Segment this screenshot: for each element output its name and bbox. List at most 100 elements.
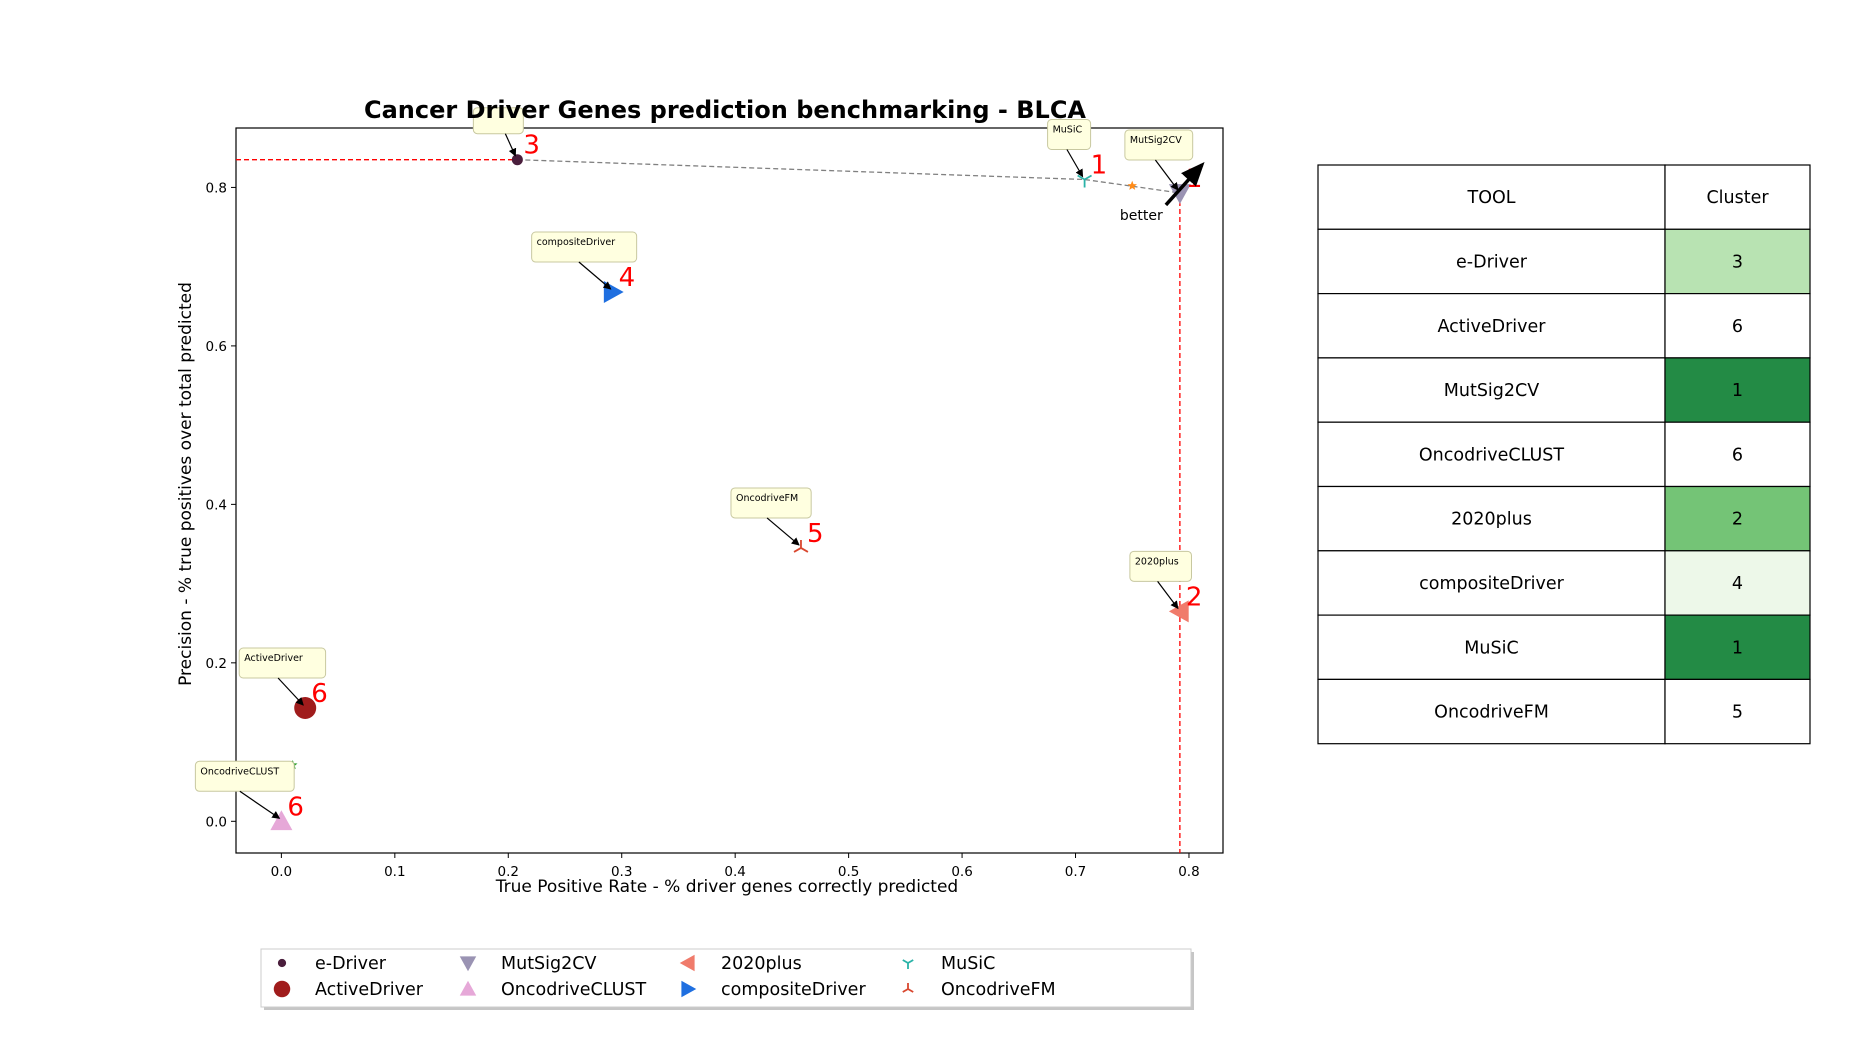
- table-cluster-value: 6: [1732, 317, 1743, 337]
- cluster-number-activedriver: 6: [311, 679, 328, 709]
- x-tick-label: 0.4: [724, 864, 745, 880]
- legend-marker-activedriver: [273, 980, 291, 998]
- annotation-arrow-activedriver: [277, 677, 304, 706]
- table-cluster-cell: [1664, 421, 1811, 488]
- annotation-arrow-oncodriveclust: [239, 790, 281, 819]
- reference-star-point: [1127, 180, 1137, 190]
- y-tick-label: 0.4: [206, 497, 227, 513]
- legend-label-e-driver: e-Driver: [315, 954, 387, 974]
- table-tool-name: compositeDriver: [1419, 574, 1564, 594]
- table-cluster-value: 4: [1732, 574, 1743, 594]
- annotation-box-oncodriveclust: [194, 760, 295, 792]
- x-tick-label: 0.2: [498, 864, 519, 880]
- table-cluster-cell: [1664, 357, 1811, 423]
- x-tick-label: 0.6: [951, 864, 972, 880]
- legend-label-activedriver: ActiveDriver: [315, 980, 424, 1000]
- point-music: [1077, 174, 1092, 188]
- legend-marker-e-driver: [277, 958, 287, 968]
- table-tool-name: e-Driver: [1456, 252, 1528, 272]
- annotation-box-oncodrivefm: [730, 487, 812, 519]
- table-tool-cell: [1317, 293, 1666, 359]
- y-tick-label: 0.8: [206, 180, 227, 196]
- plot-content: [236, 154, 1191, 853]
- table-header-cluster: Cluster: [1706, 188, 1769, 208]
- legend-label-mutsig2cv: MutSig2CV: [501, 954, 596, 974]
- point-e-driver: [511, 154, 523, 166]
- point-2020plus: [1168, 600, 1189, 623]
- annotation-label-music: MuSiC: [1053, 125, 1083, 136]
- annotation-box-2020plus: [1129, 550, 1192, 582]
- x-tick-label: 0.8: [1178, 864, 1199, 880]
- legend-label-music: MuSiC: [941, 954, 995, 974]
- annotation-label-2020plus: 2020plus: [1135, 556, 1179, 567]
- table-tool-name: ActiveDriver: [1438, 317, 1547, 337]
- x-tick-label: 0.5: [838, 864, 859, 880]
- better-label: better: [1120, 208, 1163, 224]
- table-cluster-value: 5: [1732, 703, 1743, 723]
- legend-box: [260, 948, 1192, 1008]
- chart-title: Cancer Driver Genes prediction benchmark…: [364, 96, 1086, 124]
- table-header-tool-cell: [1317, 164, 1666, 230]
- annotation-arrow-music: [1066, 149, 1084, 178]
- legend-label-compositedriver: compositeDriver: [721, 980, 866, 1000]
- cluster-number-oncodriveclust: 6: [287, 792, 304, 822]
- y-axis-title: Precision - % true positives over total …: [176, 282, 196, 686]
- annotation-label-oncodrivefm: OncodriveFM: [736, 493, 798, 504]
- table-tool-name: MuSiC: [1464, 638, 1518, 658]
- point-oncodrivefm: [793, 539, 809, 553]
- legend-marker-compositedriver: [681, 980, 697, 998]
- x-tick-label: 0.7: [1065, 864, 1086, 880]
- table-header-cluster-cell: [1664, 164, 1811, 230]
- table-tool-name: OncodriveCLUST: [1419, 445, 1564, 465]
- table-tool-name: MutSig2CV: [1444, 381, 1539, 401]
- annotation-box-mutsig2cv: [1124, 129, 1194, 161]
- y-tick-label: 0.0: [206, 814, 227, 830]
- table-cluster-value: 6: [1732, 445, 1743, 465]
- table-tool-cell: [1317, 357, 1666, 423]
- legend-marker-oncodrivefm: [902, 983, 914, 993]
- table-cluster-value: 1: [1732, 381, 1743, 401]
- cluster-number-2020plus: 2: [1186, 582, 1203, 612]
- annotation-arrow-mutsig2cv: [1154, 159, 1179, 191]
- y-tick-label: 0.6: [206, 339, 227, 355]
- legend-marker-music: [902, 959, 914, 969]
- legend-label-oncodrivefm: OncodriveFM: [941, 980, 1056, 1000]
- annotation-arrow-compositedriver: [578, 261, 612, 290]
- annotation-arrow-e-driver: [504, 133, 517, 157]
- annotation-label-compositedriver: compositeDriver: [537, 237, 616, 248]
- legend-label-oncodriveclust: OncodriveCLUST: [501, 980, 646, 1000]
- x-tick-label: 0.3: [611, 864, 632, 880]
- y-tick-label: 0.2: [206, 656, 227, 672]
- annotation-box-music: [1047, 119, 1092, 151]
- table-tool-cell: [1317, 678, 1666, 745]
- plot-area: 0.0 0.1 0.2 0.3 0.4 0.5 0.6 0.7 0.8 0.0 0.2 0.4 0.6 0…: [194, 107, 1224, 880]
- cluster-number-oncodrivefm: 5: [807, 519, 824, 549]
- annotation-box-activedriver: [238, 647, 327, 679]
- cluster-table: TOOL Cluster e-Driver 3 ActiveDriver 6 MutSig2…: [1317, 164, 1811, 745]
- table-tool-cell: [1317, 421, 1666, 488]
- table-cluster-value: 3: [1732, 252, 1743, 272]
- table-tool-name: OncodriveFM: [1434, 703, 1549, 723]
- table-cluster-cell: [1664, 228, 1811, 295]
- legend: e-Driver ActiveDriver MutSig2CV OncodriveCL…: [260, 948, 1194, 1010]
- annotation-arrow-2020plus: [1157, 580, 1179, 610]
- table-cluster-value: 1: [1732, 638, 1743, 658]
- legend-marker-oncodriveclust: [459, 980, 477, 996]
- table-header-tool: TOOL: [1467, 188, 1516, 208]
- table-cluster-value: 2: [1732, 510, 1743, 530]
- better-arrow: [1164, 161, 1205, 207]
- legend-label-2020plus: 2020plus: [721, 954, 802, 974]
- table-cluster-cell: [1664, 293, 1811, 359]
- cluster-number-e-driver: 3: [523, 131, 540, 161]
- table-tool-cell: [1317, 550, 1666, 616]
- legend-marker-mutsig2cv: [459, 956, 477, 972]
- table-cluster-cell: [1664, 550, 1811, 616]
- annotation-label-activedriver: ActiveDriver: [244, 653, 303, 664]
- x-tick-label: 0.1: [384, 864, 405, 880]
- annotation-box-compositedriver: [531, 231, 638, 263]
- cluster-number-music: 1: [1091, 151, 1108, 181]
- plot-frame: [235, 127, 1224, 854]
- annotation-box-e-driver: [472, 107, 524, 135]
- table-cluster-cell: [1664, 678, 1811, 745]
